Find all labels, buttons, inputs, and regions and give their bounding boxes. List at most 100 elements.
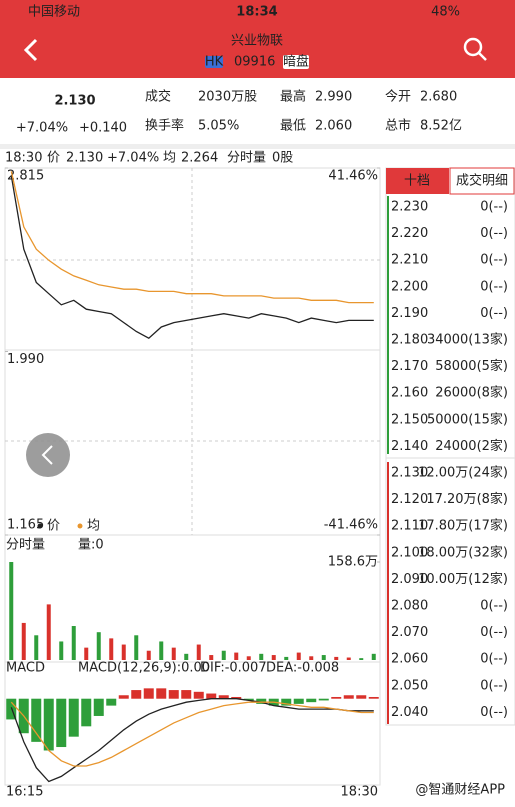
macd-legend: MACD(12,26,9):0.00 [78, 661, 210, 676]
volume-bar [221, 650, 226, 660]
order-price: 2.130 [391, 466, 428, 481]
macd-bar [306, 698, 317, 703]
volume-bar [134, 635, 139, 660]
volume-subtitle: 量:0 [78, 538, 104, 553]
macd-bar [193, 691, 204, 699]
price: 2.130 [54, 94, 95, 109]
y2-tick-label: -41.46% [324, 518, 378, 533]
stat-value: 5.05% [198, 119, 239, 134]
macd-bar [368, 696, 379, 699]
legend-label: 价 [47, 519, 60, 534]
dea-line [10, 701, 374, 767]
macd-bar [156, 688, 167, 699]
legend-dot [37, 523, 43, 529]
stat-label: 最低 [280, 119, 306, 134]
macd-title: MACD [6, 661, 45, 676]
macd-bar [68, 698, 79, 737]
stat-label: 成交 [145, 89, 171, 105]
order-price: 2.160 [391, 386, 428, 401]
tab-active[interactable] [386, 168, 449, 194]
search-button[interactable] [463, 37, 483, 57]
volume-bar [146, 650, 151, 660]
header-bg [0, 0, 515, 78]
volume-bar [59, 641, 64, 660]
volume-bar [296, 652, 301, 660]
order-price: 2.200 [391, 279, 428, 294]
macd-bar [256, 698, 267, 704]
volume-bar [246, 656, 251, 660]
summary-avg-label: 均 [163, 151, 176, 166]
order-price: 2.090 [391, 572, 428, 587]
time-label: 18:30 [341, 785, 378, 800]
volume-bar [184, 653, 189, 660]
macd-bar [356, 695, 367, 699]
time-label: 16:15 [6, 785, 43, 800]
change: +0.140 [79, 121, 127, 136]
macd-bar [206, 693, 217, 699]
order-price: 2.180 [391, 333, 428, 348]
volume-bar [346, 657, 351, 660]
macd-bar [143, 688, 154, 699]
tab-label: 十档 [404, 174, 430, 189]
order-volume: 0(--) [480, 279, 508, 294]
macd-bar [118, 695, 129, 699]
volume-bar [34, 635, 39, 660]
change-pct: +7.04% [16, 121, 68, 136]
volume-bar [209, 655, 214, 660]
summary-time: 18:30 [5, 151, 42, 166]
volume-bar [271, 655, 276, 660]
volume-bar [96, 632, 101, 660]
stat-value: 2030万股 [198, 90, 257, 105]
volume-title: 分时量 [6, 538, 45, 553]
order-volume: 0(--) [480, 200, 508, 215]
volume-bar [71, 626, 76, 660]
summary-price: 2.130 [66, 151, 103, 166]
volume-bar [21, 622, 26, 660]
order-volume: 50000(15家) [427, 411, 508, 427]
order-price: 2.120 [391, 492, 428, 507]
stat-value: 2.990 [315, 90, 352, 105]
volume-bar [109, 638, 114, 660]
order-volume: 12.00万(24家) [418, 465, 508, 481]
tab-inactive[interactable] [449, 167, 515, 195]
market-badge [205, 56, 223, 68]
volume-bar [371, 653, 376, 660]
battery: 48% [431, 5, 460, 20]
order-price: 2.230 [391, 200, 428, 215]
clock: 18:34 [236, 5, 277, 20]
stat-label: 今开 [385, 89, 411, 105]
order-volume: 17.20万(8家) [426, 491, 508, 507]
order-price: 2.140 [391, 439, 428, 454]
summary-avg: 2.264 [181, 151, 218, 166]
volume-bar [321, 655, 326, 660]
order-price: 2.040 [391, 705, 428, 720]
dif-line [10, 698, 374, 783]
y-tick-label: 1.165 [7, 518, 44, 533]
macd-bar [56, 698, 67, 748]
order-volume: 0(--) [480, 599, 508, 614]
price-line [10, 175, 374, 339]
order-volume: 0(--) [480, 306, 508, 321]
volume-bar [259, 653, 264, 660]
watermark: @智通财经APP [415, 783, 505, 798]
order-volume: 0(--) [480, 652, 508, 667]
search-icon [478, 52, 487, 61]
order-volume: 24000(2家) [435, 438, 508, 454]
separator [0, 144, 515, 149]
back-button[interactable] [23, 38, 38, 62]
y-tick-label: 158.6万 [328, 555, 378, 570]
volume-bar [84, 647, 89, 660]
y-tick-label: 1.990 [7, 352, 44, 367]
order-price: 2.170 [391, 359, 428, 374]
collapse-button[interactable] [26, 433, 70, 477]
page-title: 兴业物联 [231, 34, 283, 49]
order-volume: 17.80万(17家) [418, 518, 508, 534]
volume-bar [46, 604, 51, 660]
volume-bar [159, 641, 164, 660]
order-volume: 0(--) [480, 253, 508, 268]
macd-bar [243, 698, 254, 701]
order-price: 2.070 [391, 625, 428, 640]
volume-bar [284, 656, 289, 660]
macd-bar [318, 698, 329, 701]
